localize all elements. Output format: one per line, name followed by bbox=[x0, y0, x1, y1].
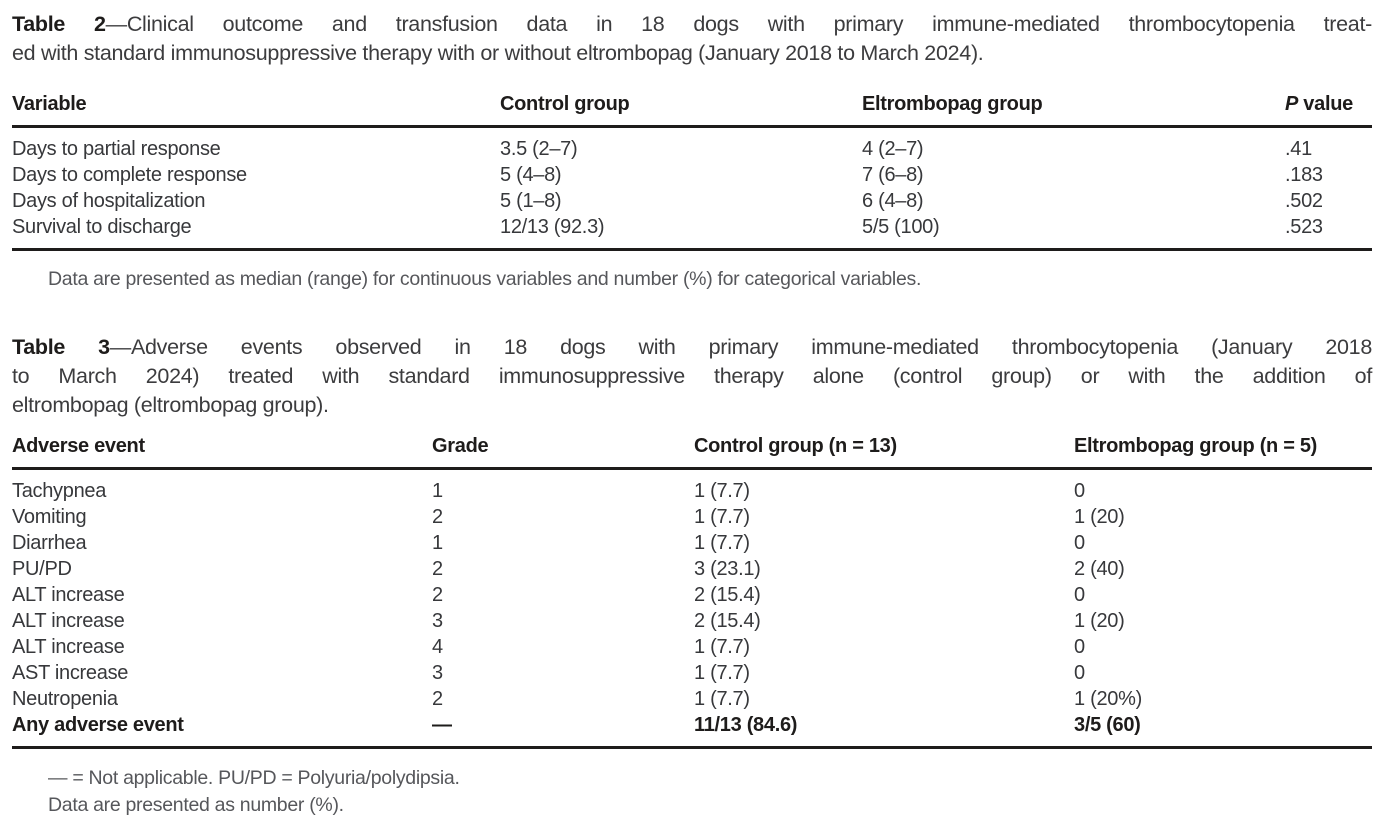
table-2-caption-text: —Clinical outcome and transfusion data i… bbox=[105, 12, 1373, 36]
table-2-caption: Table 2—Clinical outcome and transfusion… bbox=[12, 10, 1372, 68]
table-row: Diarrhea 1 1 (7.7) 0 bbox=[12, 530, 1372, 556]
table-cell: 0 bbox=[1074, 662, 1085, 684]
p-value-rest: value bbox=[1298, 93, 1353, 115]
table-3-col-header-control-group: Control group (n = 13) bbox=[694, 434, 1074, 470]
table-row: ALT increase 4 1 (7.7) 0 bbox=[12, 634, 1372, 660]
table-cell: Vomiting bbox=[12, 506, 87, 528]
table-cell: 1 (7.7) bbox=[694, 636, 750, 658]
table-cell: 4 bbox=[432, 636, 443, 658]
table-3-caption-label: Table 3 bbox=[12, 335, 110, 359]
table-cell: Any adverse event bbox=[12, 712, 432, 749]
table-row: Tachypnea 1 1 (7.7) 0 bbox=[12, 469, 1372, 505]
table-cell: 1 (7.7) bbox=[694, 688, 750, 710]
table-2-col-header-control-group: Control group bbox=[500, 92, 862, 128]
table-cell: Tachypnea bbox=[12, 480, 107, 502]
table-3-col-header-grade: Grade bbox=[432, 434, 694, 470]
table-3-footnote-data-format: Data are presented as number (%). bbox=[48, 794, 344, 816]
table-cell: 3.5 (2–7) bbox=[500, 138, 578, 160]
table-cell: .41 bbox=[1285, 138, 1312, 160]
table-cell: Diarrhea bbox=[12, 532, 87, 554]
table-cell: Days of hospitalization bbox=[12, 190, 206, 212]
table-cell: ALT increase bbox=[12, 610, 125, 632]
table-cell: 12/13 (92.3) bbox=[500, 214, 862, 251]
table-cell: 1 bbox=[432, 532, 443, 554]
table-cell: 3 (23.1) bbox=[694, 558, 761, 580]
table-row: Neutropenia 2 1 (7.7) 1 (20%) bbox=[12, 686, 1372, 712]
table-cell: ALT increase bbox=[12, 636, 125, 658]
table-cell: 2 (40) bbox=[1074, 558, 1125, 580]
table-row: Vomiting 2 1 (7.7) 1 (20) bbox=[12, 504, 1372, 530]
table-cell: 1 (20) bbox=[1074, 610, 1125, 632]
table-cell: 1 (7.7) bbox=[694, 662, 750, 684]
table-cell: 0 bbox=[1074, 584, 1085, 606]
table-row: ALT increase 2 2 (15.4) 0 bbox=[12, 582, 1372, 608]
table-cell: 3 bbox=[432, 662, 443, 684]
table-2-caption-label: Table 2 bbox=[12, 12, 106, 36]
table-cell: 2 bbox=[432, 584, 443, 606]
table-3-caption-line-3: eltrombopag (eltrombopag group). bbox=[12, 393, 329, 417]
table-cell: 0 bbox=[1074, 532, 1085, 554]
table-cell: .183 bbox=[1285, 164, 1323, 186]
table-cell: 2 (15.4) bbox=[694, 584, 761, 606]
table-cell: 2 bbox=[432, 558, 443, 580]
table-cell: 7 (6–8) bbox=[862, 164, 924, 186]
table-3-footnote-abbreviations: — = Not applicable. PU/PD = Polyuria/pol… bbox=[48, 767, 460, 789]
table-row: Days to complete response 5 (4–8) 7 (6–8… bbox=[12, 162, 1372, 188]
table-cell: 1 (7.7) bbox=[694, 506, 750, 528]
table-cell: ALT increase bbox=[12, 584, 125, 606]
table-cell: .502 bbox=[1285, 190, 1323, 212]
table-cell: 1 (20%) bbox=[1074, 688, 1142, 710]
table-cell: 11/13 (84.6) bbox=[694, 712, 1074, 749]
table-cell: 3/5 (60) bbox=[1074, 712, 1372, 749]
table-cell: Days to partial response bbox=[12, 138, 221, 160]
table-cell: 0 bbox=[1074, 480, 1085, 502]
table-cell: 4 (2–7) bbox=[862, 138, 924, 160]
table-row: Days to partial response 3.5 (2–7) 4 (2–… bbox=[12, 127, 1372, 163]
table-row: Days of hospitalization 5 (1–8) 6 (4–8) … bbox=[12, 188, 1372, 214]
table-cell: 2 bbox=[432, 688, 443, 710]
table-row-total: Any adverse event — 11/13 (84.6) 3/5 (60… bbox=[12, 712, 1372, 749]
table-cell: 1 (7.7) bbox=[694, 480, 750, 502]
table-cell: 0 bbox=[1074, 636, 1085, 658]
table-cell: 5 (4–8) bbox=[500, 164, 562, 186]
table-cell: 1 bbox=[432, 480, 443, 502]
table-cell: AST increase bbox=[12, 662, 129, 684]
table-2-col-header-eltrombopag-group: Eltrombopag group bbox=[862, 92, 1285, 128]
table-cell: 5/5 (100) bbox=[862, 214, 1285, 251]
table-3-header-row: Adverse event Grade Control group (n = 1… bbox=[12, 434, 1372, 470]
table-row: PU/PD 2 3 (23.1) 2 (40) bbox=[12, 556, 1372, 582]
table-cell: PU/PD bbox=[12, 558, 72, 580]
table-cell: 2 (15.4) bbox=[694, 610, 761, 632]
table-cell: 6 (4–8) bbox=[862, 190, 924, 212]
table-2-caption-line-2: ed with standard immunosuppressive thera… bbox=[12, 41, 984, 65]
table-2-col-header-p-value: P value bbox=[1285, 92, 1372, 128]
table-cell: 3 bbox=[432, 610, 443, 632]
table-cell: 5 (1–8) bbox=[500, 190, 562, 212]
table-3-col-header-eltrombopag-group: Eltrombopag group (n = 5) bbox=[1074, 434, 1372, 470]
p-value-italic-p: P bbox=[1285, 93, 1299, 115]
table-2-col-header-variable: Variable bbox=[12, 92, 500, 128]
table-cell: — bbox=[432, 712, 694, 749]
table-3-caption-line-2: to March 2024) treated with standard imm… bbox=[12, 364, 1372, 388]
table-cell: .523 bbox=[1285, 214, 1372, 251]
table-3-caption-line-1: Table 3—Adverse events observed in 18 do… bbox=[12, 333, 1372, 362]
table-3-caption-text: —Adverse events observed in 18 dogs with… bbox=[109, 335, 1373, 359]
table-cell: 1 (20) bbox=[1074, 506, 1125, 528]
table-2: Variable Control group Eltrombopag group… bbox=[12, 92, 1372, 251]
table-row: AST increase 3 1 (7.7) 0 bbox=[12, 660, 1372, 686]
table-cell: Survival to discharge bbox=[12, 214, 500, 251]
table-2-header-row: Variable Control group Eltrombopag group… bbox=[12, 92, 1372, 128]
table-2-caption-line-1: Table 2—Clinical outcome and transfusion… bbox=[12, 10, 1372, 39]
table-3-caption: Table 3—Adverse events observed in 18 do… bbox=[12, 333, 1372, 420]
table-cell: 1 (7.7) bbox=[694, 532, 750, 554]
table-row: ALT increase 3 2 (15.4) 1 (20) bbox=[12, 608, 1372, 634]
table-2-footnote: Data are presented as median (range) for… bbox=[48, 268, 922, 290]
table-row: Survival to discharge 12/13 (92.3) 5/5 (… bbox=[12, 214, 1372, 251]
table-cell: 2 bbox=[432, 506, 443, 528]
table-3: Adverse event Grade Control group (n = 1… bbox=[12, 434, 1372, 749]
table-3-col-header-adverse-event: Adverse event bbox=[12, 434, 432, 470]
table-cell: Neutropenia bbox=[12, 688, 118, 710]
table-cell: Days to complete response bbox=[12, 164, 247, 186]
